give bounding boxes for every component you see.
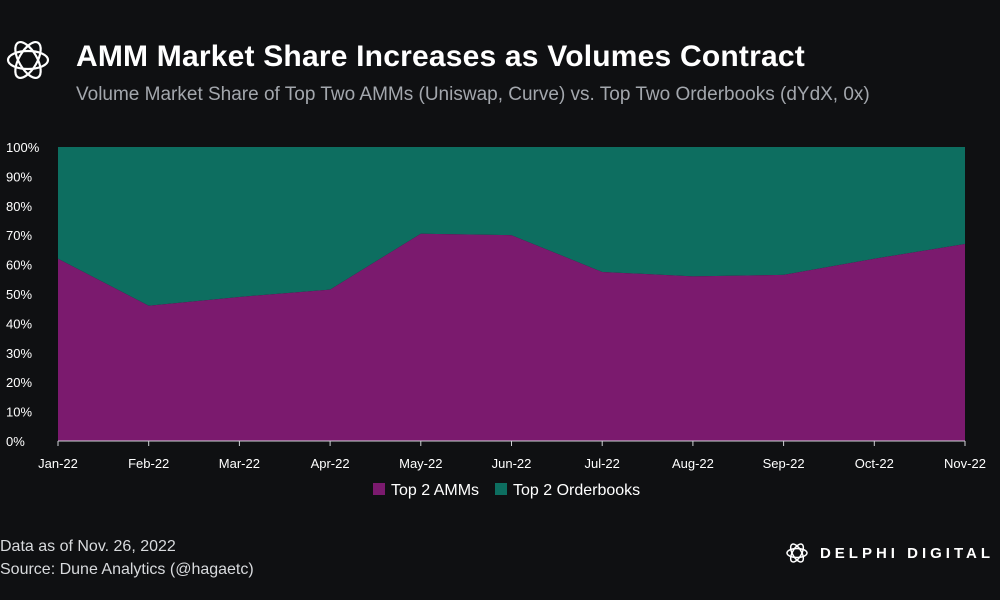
delphi-logo-icon bbox=[6, 41, 50, 79]
y-tick-label: 100% bbox=[6, 140, 40, 155]
x-tick-label: Nov-22 bbox=[944, 456, 986, 471]
source-note: Source: Dune Analytics (@hagaetc) bbox=[0, 561, 254, 578]
series-amm-area bbox=[58, 233, 965, 441]
x-tick-label: Apr-22 bbox=[311, 456, 350, 471]
y-tick-label: 80% bbox=[6, 199, 32, 214]
y-tick-label: 90% bbox=[6, 169, 32, 184]
x-tick-label: Mar-22 bbox=[219, 456, 260, 471]
x-tick-label: Jul-22 bbox=[584, 456, 619, 471]
y-tick-label: 60% bbox=[6, 258, 32, 273]
x-tick-label: Jan-22 bbox=[38, 456, 78, 471]
chart-subtitle: Volume Market Share of Top Two AMMs (Uni… bbox=[76, 84, 870, 105]
x-tick-label: Oct-22 bbox=[855, 456, 894, 471]
data-date-note: Data as of Nov. 26, 2022 bbox=[0, 538, 176, 555]
x-tick-label: Feb-22 bbox=[128, 456, 169, 471]
y-tick-label: 10% bbox=[6, 405, 32, 420]
legend-swatch-orderbook bbox=[495, 483, 507, 495]
y-tick-label: 50% bbox=[6, 287, 32, 302]
series-orderbook-area bbox=[58, 147, 965, 306]
x-tick-label: May-22 bbox=[399, 456, 442, 471]
chart-title: AMM Market Share Increases as Volumes Co… bbox=[76, 40, 805, 73]
legend-label-amm: Top 2 AMMs bbox=[391, 482, 479, 499]
x-tick-label: Sep-22 bbox=[763, 456, 805, 471]
brand-mark: DELPHI DIGITAL bbox=[784, 540, 994, 566]
delphi-brand-icon bbox=[786, 543, 808, 563]
y-tick-label: 0% bbox=[6, 434, 25, 449]
x-tick-label: Aug-22 bbox=[672, 456, 714, 471]
y-tick-label: 30% bbox=[6, 346, 32, 361]
legend-label-orderbook: Top 2 Orderbooks bbox=[513, 482, 640, 499]
y-tick-label: 20% bbox=[6, 375, 32, 390]
legend-swatch-amm bbox=[373, 483, 385, 495]
x-tick-label: Jun-22 bbox=[492, 456, 532, 471]
brand-name: DELPHI DIGITAL bbox=[819, 544, 994, 562]
y-tick-label: 70% bbox=[6, 228, 32, 243]
y-tick-label: 40% bbox=[6, 316, 32, 331]
